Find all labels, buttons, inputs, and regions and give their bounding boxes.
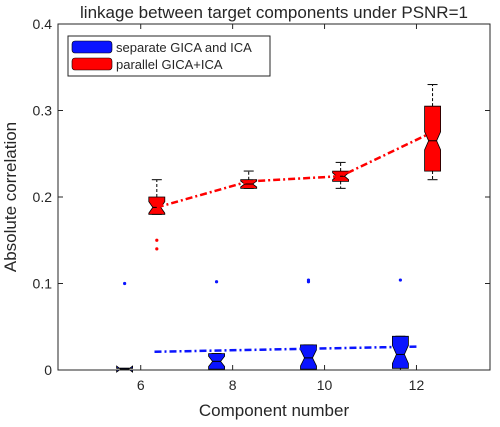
- parallel-trend-line: [156, 130, 434, 209]
- separate-outlier-3-0: [398, 278, 402, 282]
- legend-label: separate GICA and ICA: [116, 40, 252, 55]
- y-tick-label: 0.2: [33, 189, 53, 205]
- legend-swatch: [71, 57, 113, 71]
- legend-swatch: [71, 40, 113, 54]
- legend: separate GICA and ICA parallel GICA+ICA: [67, 35, 271, 77]
- separate-outlier-0-0: [123, 281, 127, 286]
- x-tick-label: 10: [317, 377, 333, 393]
- x-tick-label: 8: [229, 377, 237, 393]
- plot-background: [58, 24, 490, 370]
- separate-trend-line: [154, 345, 417, 354]
- separate-box-3: [391, 335, 409, 369]
- chart-title: linkage between target components under …: [80, 3, 468, 22]
- series-layer: [116, 84, 442, 373]
- parallel-box-3: [424, 105, 442, 172]
- y-axis-label: Absolute correlation: [1, 122, 20, 272]
- y-tick-label: 0.4: [33, 16, 53, 32]
- parallel-outlier-0-1: [155, 247, 159, 251]
- legend-label: parallel GICA+ICA: [116, 57, 223, 72]
- x-tick-label: 12: [409, 377, 425, 393]
- y-tick-label: 0.3: [33, 103, 53, 119]
- separate-outlier-2-1: [306, 278, 311, 282]
- separate-outlier-1-0: [214, 280, 219, 284]
- axes-layer: 0 0.1 0.2 0.3 0.4 6 8 10 12: [33, 16, 491, 393]
- y-tick-label: 0: [44, 362, 52, 378]
- separate-box-2: [300, 344, 317, 370]
- y-tick-label: 0.1: [33, 276, 53, 292]
- parallel-outlier-0-0: [155, 238, 159, 242]
- x-axis-label: Component number: [199, 401, 350, 420]
- x-tick-label: 6: [137, 377, 145, 393]
- parallel-box-0: [148, 196, 166, 215]
